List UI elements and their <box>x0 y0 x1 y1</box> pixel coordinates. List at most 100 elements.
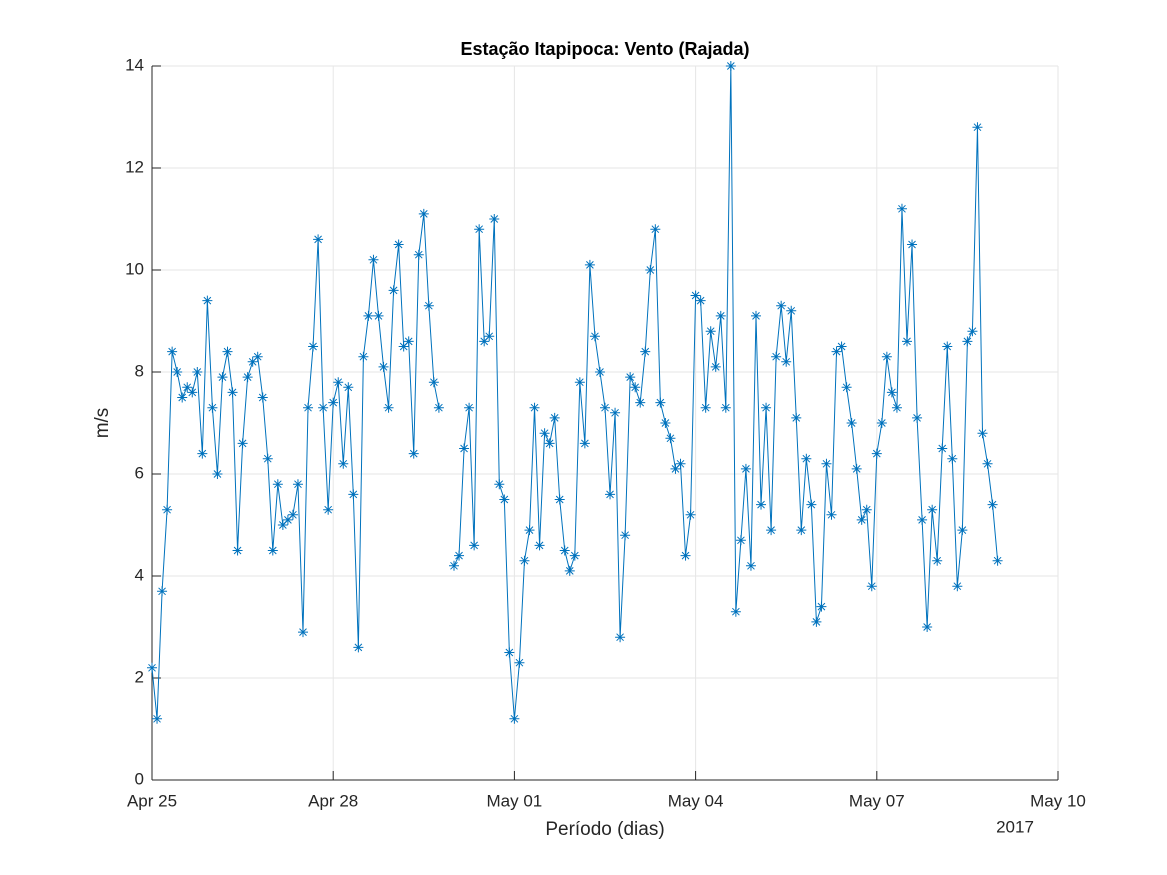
data-marker <box>871 448 882 459</box>
data-marker <box>761 402 772 413</box>
data-marker <box>388 285 399 296</box>
data-marker <box>816 601 827 612</box>
data-marker <box>408 448 419 459</box>
data-marker <box>192 367 203 377</box>
data-marker <box>866 581 877 592</box>
data-marker <box>318 402 329 413</box>
data-marker <box>308 341 319 352</box>
data-marker <box>756 499 767 510</box>
data-marker <box>610 407 621 418</box>
data-marker <box>499 494 510 505</box>
data-marker <box>343 382 354 393</box>
data-marker <box>212 469 223 479</box>
data-marker <box>474 224 485 235</box>
data-marker <box>242 372 253 383</box>
data-marker <box>464 402 475 413</box>
data-marker <box>670 463 681 474</box>
data-marker <box>489 214 500 224</box>
data-marker <box>222 346 233 357</box>
data-marker <box>781 356 792 367</box>
data-marker <box>912 412 923 423</box>
data-marker <box>791 412 802 423</box>
data-marker <box>257 392 268 403</box>
data-marker <box>152 713 163 724</box>
data-marker <box>348 489 359 500</box>
data-marker <box>589 331 600 342</box>
data-marker <box>947 453 958 464</box>
data-marker <box>544 438 555 449</box>
data-marker <box>600 402 610 413</box>
data-marker <box>383 402 394 413</box>
data-marker <box>695 295 706 306</box>
data-marker <box>700 402 711 413</box>
data-marker <box>277 520 288 530</box>
data-marker <box>479 336 490 347</box>
data-marker <box>459 443 470 454</box>
data-marker <box>851 463 862 474</box>
data-marker <box>972 122 983 133</box>
data-marker <box>232 545 243 556</box>
data-marker <box>771 351 782 362</box>
data-marker <box>846 418 857 428</box>
data-marker <box>298 627 308 638</box>
y-axis-label: m/s <box>92 408 113 439</box>
data-marker <box>826 509 837 520</box>
data-marker <box>287 509 298 520</box>
data-marker <box>252 351 263 362</box>
data-marker <box>635 397 646 408</box>
data-marker <box>423 300 434 311</box>
data-marker <box>886 387 897 398</box>
data-marker <box>519 555 530 566</box>
data-marker <box>454 550 465 561</box>
data-marker <box>579 438 590 449</box>
data-marker <box>831 346 842 357</box>
data-marker <box>202 295 213 306</box>
data-marker <box>554 494 565 505</box>
data-marker <box>469 540 480 551</box>
y-tick-label: 2 <box>135 667 144 686</box>
data-marker <box>373 310 384 321</box>
data-marker <box>167 346 178 357</box>
data-marker <box>715 310 726 321</box>
data-marker <box>333 377 344 388</box>
data-marker <box>650 224 661 235</box>
data-marker <box>313 234 324 245</box>
data-marker <box>977 428 988 439</box>
data-marker <box>398 341 409 352</box>
data-marker <box>449 560 459 571</box>
x-axis-label: Período (dias) <box>545 819 664 840</box>
data-marker <box>393 239 404 250</box>
data-marker <box>932 555 943 566</box>
data-marker <box>786 305 797 316</box>
data-marker <box>730 606 741 617</box>
y-tick-label: 6 <box>135 463 144 482</box>
data-marker <box>378 361 389 372</box>
data-marker <box>841 382 852 393</box>
x-tick-label: May 04 <box>668 791 724 810</box>
data-marker <box>514 657 525 668</box>
data-marker <box>524 525 535 536</box>
data-marker <box>937 443 948 454</box>
data-marker <box>157 586 168 597</box>
data-marker <box>594 367 605 377</box>
data-marker <box>413 249 424 260</box>
data-marker <box>549 412 560 423</box>
data-marker <box>574 377 585 388</box>
data-marker <box>740 463 751 474</box>
data-marker <box>745 560 756 571</box>
data-marker <box>660 418 671 428</box>
data-marker <box>645 265 656 275</box>
data-marker <box>665 433 676 444</box>
data-marker <box>957 525 968 536</box>
data-marker <box>418 208 429 219</box>
data-marker <box>282 514 293 525</box>
data-marker <box>655 397 666 408</box>
y-tick-label: 14 <box>125 55 144 74</box>
data-marker <box>363 310 374 321</box>
data-marker <box>172 367 183 377</box>
data-marker <box>182 382 193 393</box>
data-marker <box>615 632 626 643</box>
data-marker <box>705 326 716 337</box>
y-tick-label: 12 <box>125 157 144 176</box>
data-marker <box>856 514 867 525</box>
